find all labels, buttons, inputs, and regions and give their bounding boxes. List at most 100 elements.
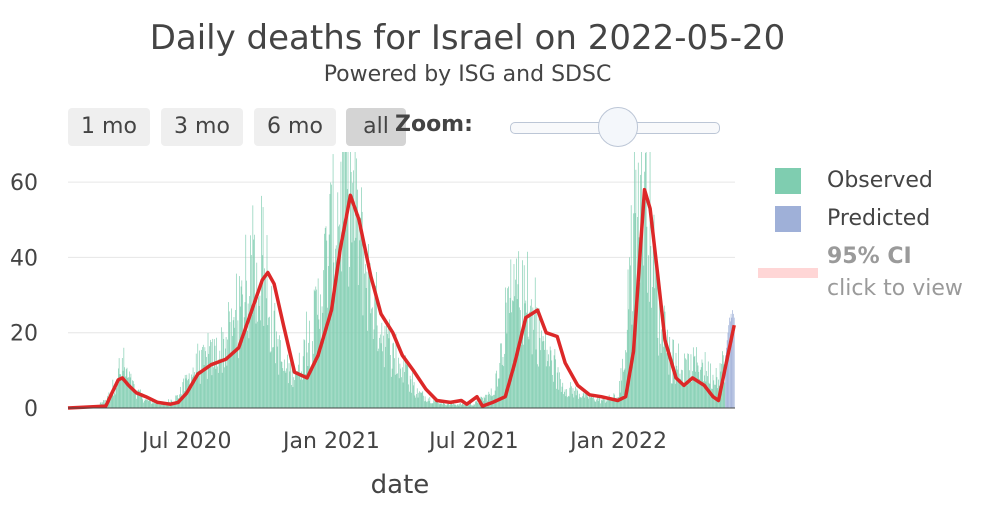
observed-bar [345, 152, 346, 408]
observed-bar [574, 391, 575, 408]
observed-bar [212, 375, 213, 408]
observed-bar [375, 286, 376, 408]
observed-bar [433, 403, 434, 408]
observed-bar [532, 354, 533, 408]
observed-bar [371, 309, 372, 408]
observed-bar [247, 331, 248, 408]
observed-bar [134, 384, 135, 408]
observed-bar [256, 324, 257, 408]
observed-bar [157, 404, 158, 408]
observed-bar [324, 234, 325, 408]
observed-bar [555, 359, 556, 408]
observed-bar [528, 337, 529, 408]
observed-bar [271, 351, 272, 408]
legend-ci-hint[interactable]: click to view [827, 276, 963, 301]
observed-bar [257, 322, 258, 408]
observed-bar [458, 404, 459, 408]
observed-bar [216, 369, 217, 408]
observed-bar [489, 394, 490, 408]
observed-bar [140, 389, 141, 408]
observed-bar [297, 371, 298, 408]
observed-bar [577, 389, 578, 408]
observed-bar [442, 404, 443, 408]
observed-bar [222, 373, 223, 408]
observed-bar [341, 271, 342, 408]
observed-bar [622, 359, 623, 408]
observed-bar [415, 398, 416, 408]
legend-ci-title[interactable]: 95% CI [827, 244, 912, 269]
legend-predicted-swatch[interactable] [775, 206, 801, 232]
y-tick-label: 40 [10, 246, 38, 271]
observed-bar [401, 377, 402, 408]
observed-bar [581, 397, 582, 408]
observed-bar [332, 310, 333, 408]
observed-bar [601, 400, 602, 408]
observed-bar [671, 383, 672, 408]
observed-bar [360, 218, 361, 408]
observed-bar [136, 399, 137, 408]
observed-bar [598, 401, 599, 408]
observed-bar [142, 399, 143, 408]
observed-bar [631, 205, 632, 408]
observed-bar [415, 395, 416, 408]
observed-bar [285, 371, 286, 408]
y-tick-label: 60 [10, 171, 38, 196]
observed-bar [513, 301, 514, 408]
observed-bar [559, 372, 560, 408]
observed-bar [477, 403, 478, 408]
observed-bar [274, 311, 275, 408]
observed-bar [322, 306, 323, 408]
observed-bar [346, 152, 347, 408]
observed-bar [447, 404, 448, 408]
observed-bar [185, 375, 186, 408]
observed-bar [364, 274, 365, 408]
legend-observed-label[interactable]: Observed [827, 168, 933, 193]
observed-bar [388, 328, 389, 408]
observed-bar [159, 404, 160, 408]
observed-bar [232, 336, 233, 408]
observed-bar [596, 399, 597, 408]
observed-bar [205, 347, 206, 408]
legend-ci-swatch[interactable] [758, 268, 818, 278]
observed-bar [267, 235, 268, 408]
observed-bar [549, 366, 550, 408]
legend-predicted-label[interactable]: Predicted [827, 206, 930, 231]
observed-bar [444, 404, 445, 408]
observed-bar [421, 393, 422, 408]
legend-observed-swatch[interactable] [775, 168, 801, 194]
observed-bar [475, 401, 476, 408]
observed-bar [333, 154, 334, 408]
observed-bar [441, 403, 442, 408]
observed-bar [460, 403, 461, 408]
observed-bar [254, 235, 255, 408]
observed-bar [661, 353, 662, 408]
observed-bar [264, 326, 265, 408]
observed-bar [355, 152, 356, 408]
observed-bar [573, 388, 574, 408]
observed-bar [148, 401, 149, 408]
observed-bar [433, 400, 434, 408]
observed-bar [196, 354, 197, 408]
observed-bar [379, 338, 380, 408]
observed-bar [536, 349, 537, 408]
observed-bar [643, 266, 644, 408]
observed-bar [352, 183, 353, 408]
observed-bar [340, 250, 341, 408]
observed-bar [603, 398, 604, 408]
observed-bar [457, 404, 458, 408]
observed-bar [576, 395, 577, 408]
observed-bar [352, 242, 353, 408]
observed-bar [684, 354, 685, 408]
observed-bar [658, 338, 659, 408]
observed-bar [594, 399, 595, 408]
observed-bar [259, 306, 260, 408]
observed-bar [281, 361, 282, 408]
observed-bar [278, 375, 279, 408]
observed-bar [411, 393, 412, 408]
observed-bar [626, 352, 627, 408]
observed-bar [220, 359, 221, 408]
observed-bar [382, 351, 383, 408]
observed-bar [373, 339, 374, 408]
observed-bar [252, 315, 253, 408]
observed-bar [267, 325, 268, 408]
